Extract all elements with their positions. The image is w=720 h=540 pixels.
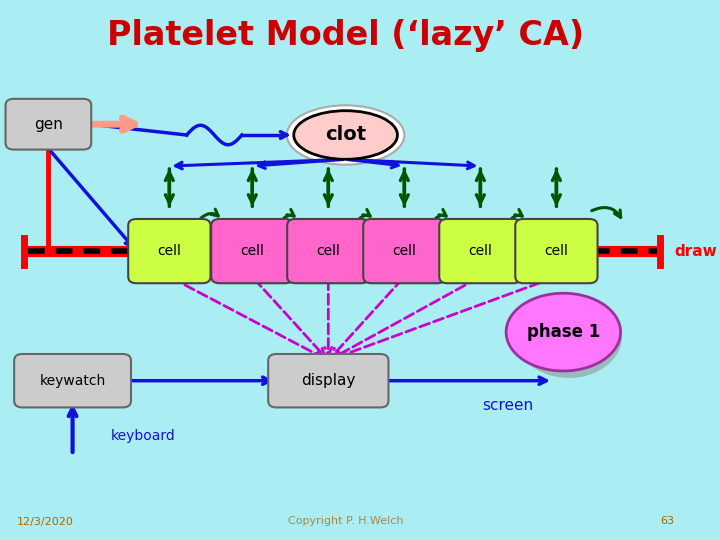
Ellipse shape [294,111,397,159]
Text: 12/3/2020: 12/3/2020 [17,516,74,526]
Text: Platelet Model (‘lazy’ CA): Platelet Model (‘lazy’ CA) [107,18,584,52]
Ellipse shape [506,293,621,371]
Text: draw: draw [674,244,716,259]
Text: gen: gen [34,117,63,132]
Text: Copyright P. H.Welch: Copyright P. H.Welch [288,516,403,526]
Text: screen: screen [482,397,534,413]
Text: cell: cell [469,244,492,258]
Text: display: display [301,373,356,388]
Text: cell: cell [392,244,416,258]
FancyBboxPatch shape [516,219,598,283]
Text: cell: cell [544,244,568,258]
Text: cell: cell [240,244,264,258]
FancyBboxPatch shape [363,219,446,283]
Text: cell: cell [316,244,341,258]
FancyBboxPatch shape [268,354,389,407]
FancyBboxPatch shape [439,219,521,283]
Ellipse shape [287,105,405,165]
Text: keywatch: keywatch [40,374,106,388]
Text: 63: 63 [660,516,674,526]
Text: phase 1: phase 1 [527,323,600,341]
Text: cell: cell [158,244,181,258]
Text: keyboard: keyboard [111,429,176,443]
Text: clot: clot [325,125,366,145]
FancyBboxPatch shape [287,219,369,283]
FancyBboxPatch shape [14,354,131,407]
FancyBboxPatch shape [128,219,210,283]
FancyBboxPatch shape [211,219,294,283]
FancyBboxPatch shape [6,99,91,150]
Ellipse shape [516,295,622,378]
